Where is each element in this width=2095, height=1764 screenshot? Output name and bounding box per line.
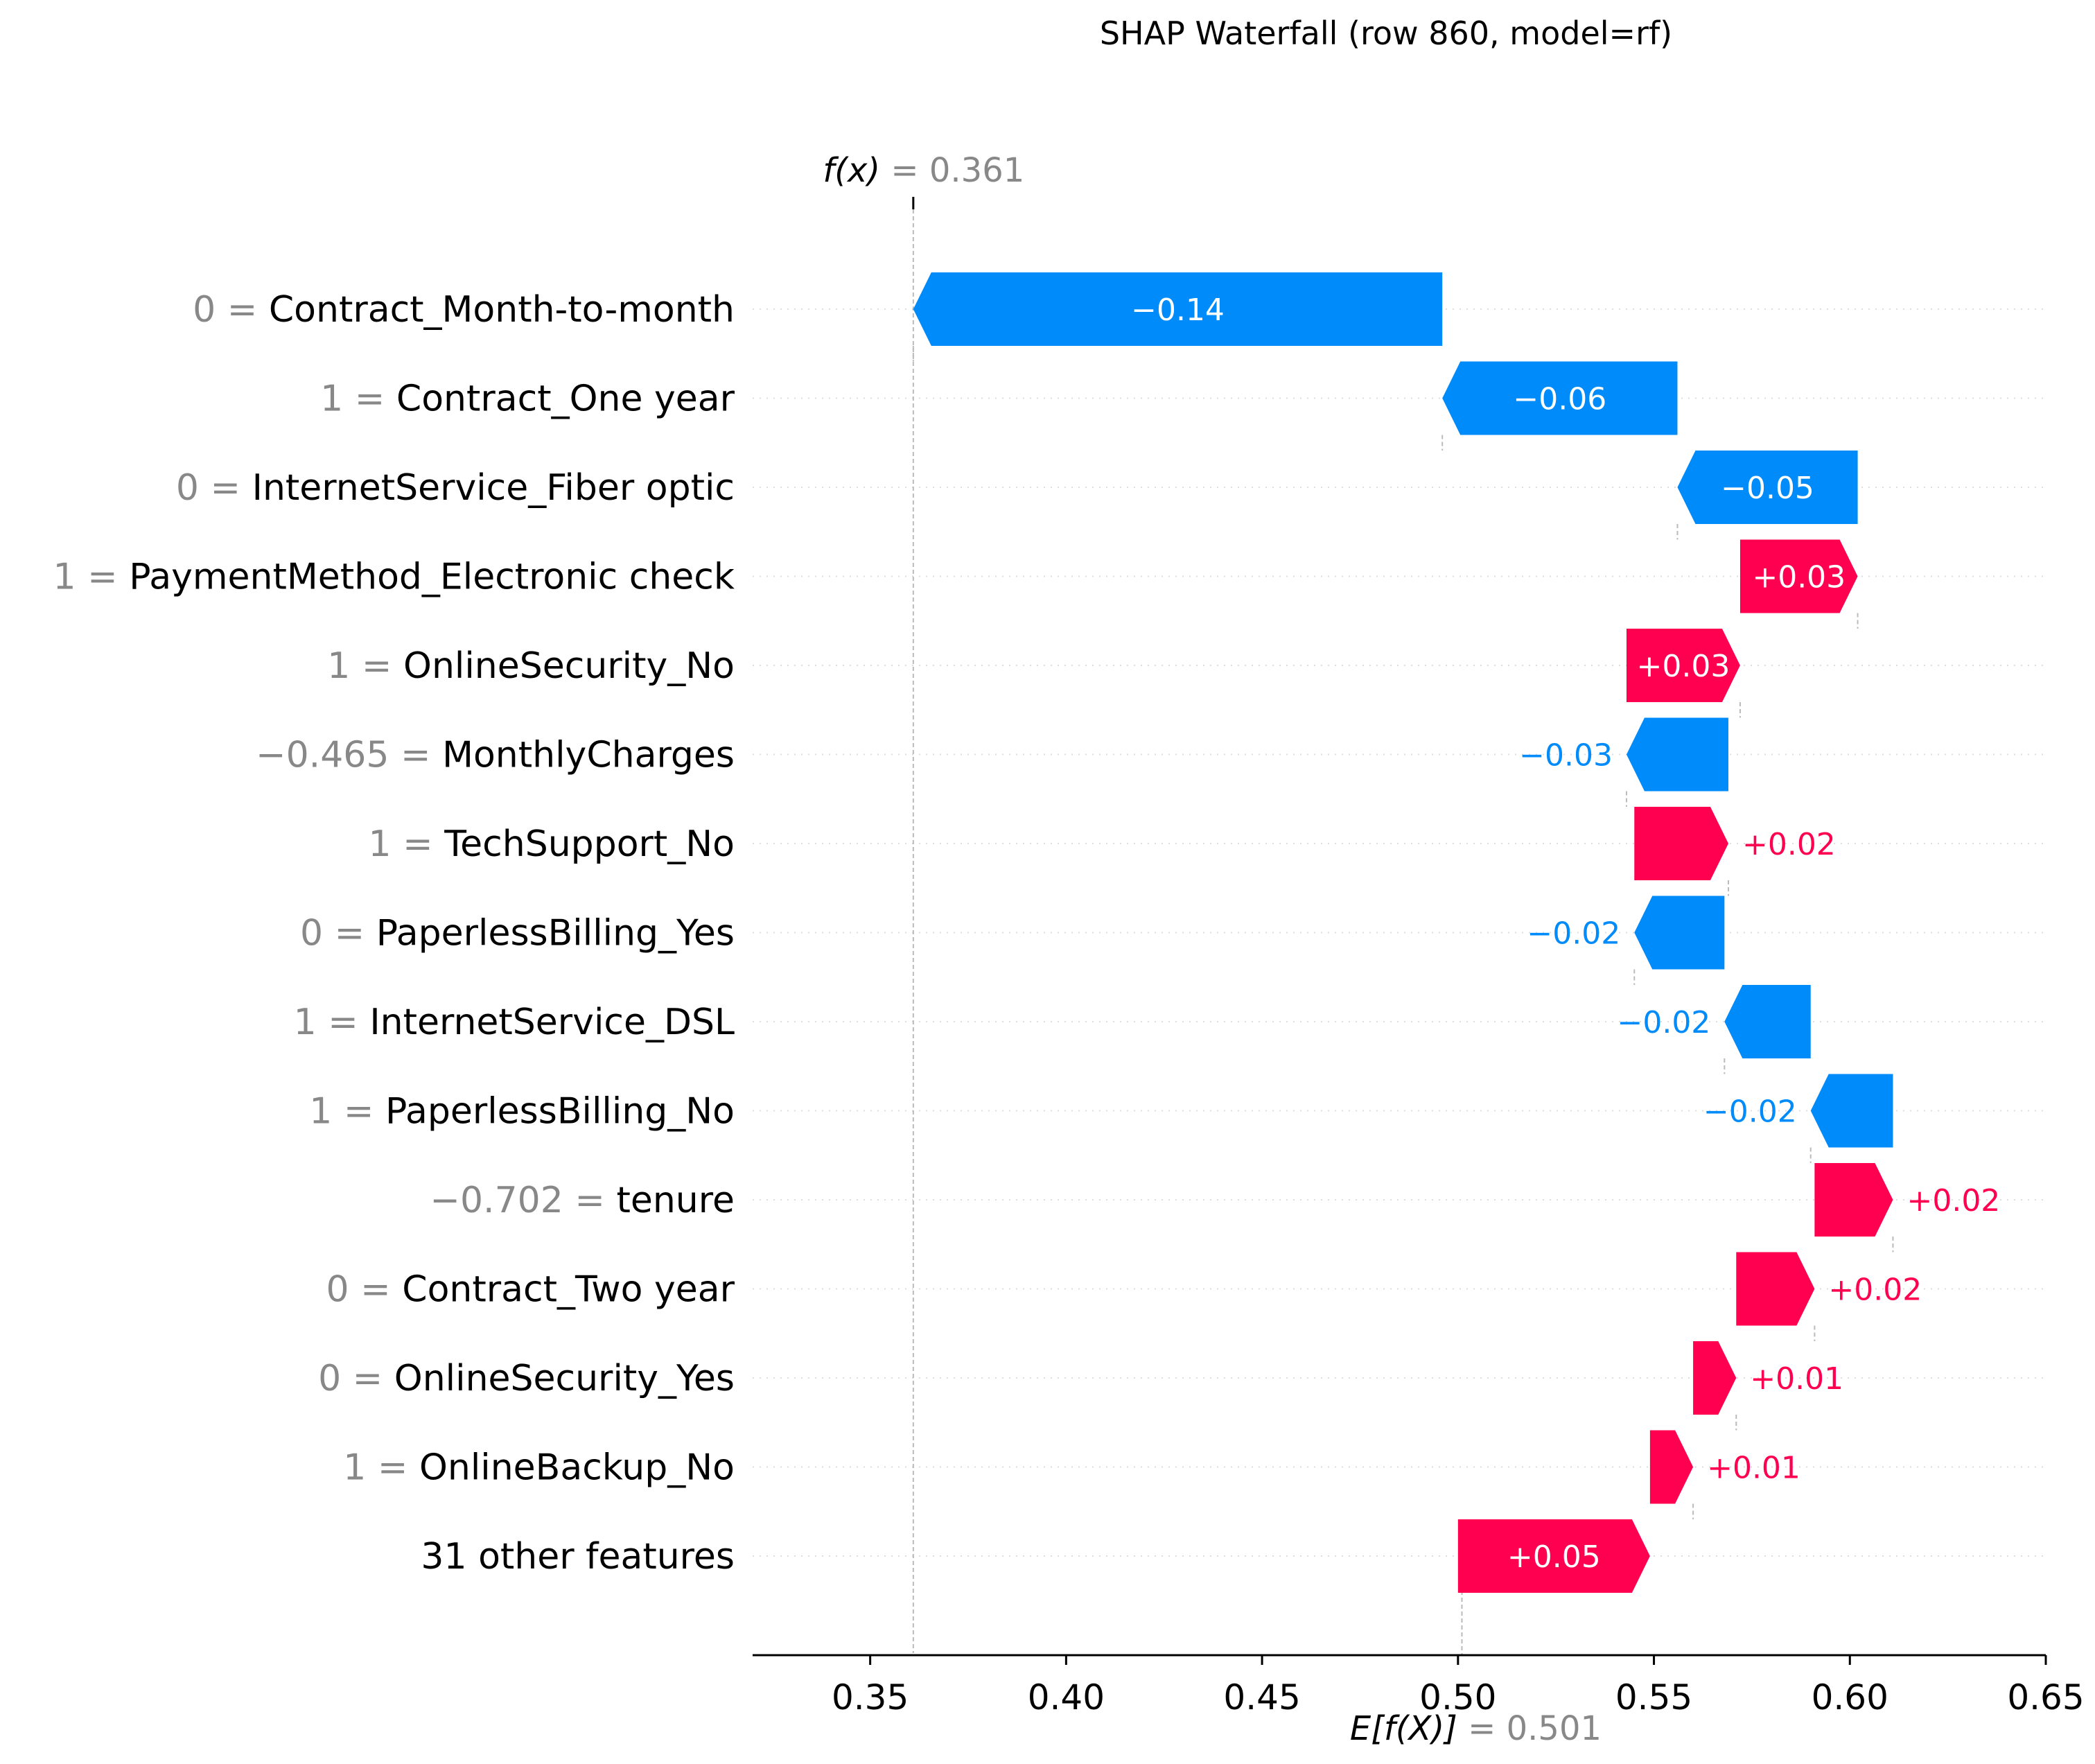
negative-bar [1677, 451, 1858, 524]
x-axis: 0.35 0.40 0.45 0.50 0.55 0.60 0.65 E[f(X)] = 0… [753, 1654, 2085, 1748]
feature-labels: 0 = Contract_Month-to-month 1 = Contract_… [53, 289, 735, 1578]
feature-name: MonthlyCharges [442, 735, 735, 776]
x-tick-label: 0.55 [1615, 1677, 1692, 1718]
x-tick-label: 0.35 [832, 1677, 909, 1718]
fx-value: 0.361 [929, 151, 1024, 190]
feature-label: 0 = Contract_Month-to-month [193, 289, 735, 331]
feature-value: 1 = [343, 1447, 419, 1489]
x-tick-label: 0.45 [1223, 1677, 1300, 1718]
feature-name: tenure [616, 1180, 735, 1221]
feature-value: 1 = [53, 557, 130, 598]
feature-value: 1 = [320, 378, 396, 420]
x-ticks: 0.35 0.40 0.45 0.50 0.55 0.60 0.65 [832, 1655, 2085, 1718]
negative-bar [1810, 1074, 1893, 1148]
feature-value: −0.702 = [430, 1180, 616, 1221]
feature-name: PaperlessBilling_Yes [376, 913, 735, 954]
feature-name: TechSupport_No [444, 823, 735, 865]
feature-value: 0 = [318, 1358, 394, 1399]
negative-bar [1724, 985, 1811, 1058]
x-tick-label: 0.40 [1028, 1677, 1105, 1718]
feature-name: OnlineSecurity_Yes [394, 1358, 735, 1399]
feature-name: InternetService_Fiber optic [252, 467, 735, 509]
bars: −0.14 −0.06 −0.05 +0.03 +0.03 −0.03 +0.02 −0.02… [913, 272, 2000, 1593]
bar-value-label: −0.03 [1519, 738, 1613, 774]
x-tick-label: 0.65 [2007, 1677, 2084, 1718]
bar-value-label: +0.03 [1637, 649, 1730, 684]
bar-value-label: +0.02 [1742, 827, 1836, 862]
bar-value-label: +0.02 [1906, 1183, 2000, 1219]
feature-label: 0 = InternetService_Fiber optic [176, 467, 735, 509]
bar-value-label: −0.14 [1131, 292, 1225, 328]
positive-bar [1736, 1252, 1815, 1326]
positive-bar [1634, 807, 1728, 880]
efx-symbol: E[f(X)] [1350, 1709, 1457, 1748]
feature-name: InternetService_DSL [369, 1002, 735, 1043]
feature-name: PaymentMethod_Electronic check [129, 557, 735, 598]
feature-value: 0 = [176, 467, 252, 509]
negative-bar [1626, 717, 1728, 792]
positive-bar [1814, 1163, 1893, 1237]
feature-value: 0 = [193, 289, 269, 331]
bar-value-label: −0.02 [1703, 1094, 1797, 1130]
feature-label: 1 = TechSupport_No [369, 823, 735, 865]
feature-name: OnlineBackup_No [419, 1447, 735, 1489]
feature-value: 1 = [294, 1002, 370, 1043]
positive-bar [1693, 1341, 1737, 1415]
negative-bar [1442, 361, 1678, 435]
feature-value: 1 = [327, 645, 403, 687]
feature-name: OnlineSecurity_No [403, 645, 735, 687]
negative-bar [1634, 896, 1725, 970]
feature-value: 0 = [300, 913, 376, 954]
positive-bar [1457, 1519, 1650, 1593]
feature-name: 31 other features [421, 1536, 735, 1578]
fx-label: f(x) = 0.361 [823, 151, 1024, 190]
efx-value: 0.501 [1507, 1709, 1602, 1748]
feature-label: 1 = OnlineSecurity_No [327, 645, 735, 687]
feature-value: 1 = [309, 1091, 385, 1133]
bar-value-label: +0.05 [1507, 1539, 1601, 1575]
bar-value-label: +0.01 [1750, 1361, 1843, 1397]
feature-label: 1 = PaymentMethod_Electronic check [53, 557, 735, 598]
feature-name: PaperlessBilling_No [385, 1091, 735, 1133]
bar-value-label: −0.06 [1513, 382, 1606, 417]
feature-label: 0 = OnlineSecurity_Yes [318, 1358, 735, 1399]
feature-label: 0 = Contract_Two year [326, 1269, 735, 1311]
bar-value-label: +0.03 [1752, 560, 1846, 595]
efx-label: E[f(X)] = 0.501 [1350, 1709, 1602, 1748]
feature-name: Contract_Two year [402, 1269, 735, 1311]
x-tick-label: 0.60 [1812, 1677, 1888, 1718]
feature-value: 0 = [326, 1269, 403, 1311]
feature-label: 0 = PaperlessBilling_Yes [300, 913, 735, 954]
x-tick-label: 0.50 [1419, 1677, 1496, 1718]
chart-title: SHAP Waterfall (row 860, model=rf) [1100, 15, 1672, 52]
feature-value: −0.465 = [256, 735, 442, 776]
feature-label: 31 other features [421, 1536, 735, 1578]
feature-label: −0.702 = tenure [430, 1180, 735, 1221]
bar-value-label: −0.02 [1617, 1005, 1710, 1040]
feature-label: 1 = PaperlessBilling_No [309, 1091, 735, 1133]
positive-bar [1649, 1430, 1694, 1504]
fx-symbol: f(x) [823, 151, 880, 190]
feature-label: 1 = InternetService_DSL [294, 1002, 735, 1043]
bar-value-label: −0.05 [1721, 471, 1814, 506]
feature-name: Contract_One year [396, 378, 735, 420]
feature-label: 1 = Contract_One year [320, 378, 735, 420]
bar-value-label: −0.02 [1527, 916, 1620, 952]
guide-lines [912, 209, 1894, 1655]
fx-equals: = [880, 151, 929, 190]
bar-value-label: +0.01 [1707, 1451, 1800, 1486]
efx-equals: = [1457, 1709, 1507, 1748]
fx-marker: f(x) = 0.361 [823, 151, 1024, 209]
feature-name: Contract_Month-to-month [269, 289, 735, 331]
positive-bar [1626, 629, 1740, 702]
bar-value-label: +0.02 [1828, 1273, 1922, 1308]
feature-label: −0.465 = MonthlyCharges [256, 735, 735, 776]
positive-bar [1739, 539, 1858, 613]
feature-label: 1 = OnlineBackup_No [343, 1447, 735, 1489]
feature-value: 1 = [369, 823, 445, 865]
negative-bar [913, 272, 1443, 346]
